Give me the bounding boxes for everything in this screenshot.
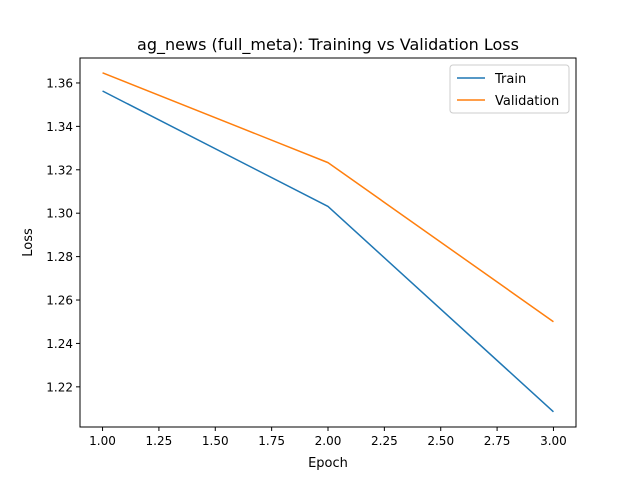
y-tick-label: 1.26 [46,294,73,308]
y-tick-label: 1.22 [46,380,73,394]
y-tick-label: 1.30 [46,207,73,221]
y-tick-label: 1.28 [46,250,73,264]
y-tick-label: 1.32 [46,163,73,177]
x-tick-label: 1.00 [89,434,116,448]
y-axis-label: Loss [21,228,36,257]
x-tick-label: 1.50 [202,434,229,448]
legend-label-validation: Validation [495,94,559,109]
x-tick-label: 2.25 [371,434,398,448]
x-tick-label: 1.25 [146,434,173,448]
y-axis: 1.22 1.24 1.26 1.28 1.30 1.32 1.34 1.36 [46,76,80,394]
x-tick-label: 1.75 [258,434,285,448]
x-tick-label: 2.50 [427,434,454,448]
x-axis-label: Epoch [308,456,348,471]
chart-title: ag_news (full_meta): Training vs Validat… [137,35,519,55]
y-tick-label: 1.36 [46,76,73,90]
series-line-validation [102,72,554,323]
x-tick-label: 2.00 [315,434,342,448]
legend-label-train: Train [494,72,526,87]
plot-area [102,72,554,413]
legend: Train Validation [449,64,570,114]
x-tick-label: 2.75 [484,434,511,448]
x-axis: 1.00 1.25 1.50 1.75 2.00 2.25 2.50 2.75 3.00 [89,427,567,448]
series-line-train [102,90,554,413]
x-tick-label: 3.00 [540,434,567,448]
legend-box [449,64,570,114]
y-tick-label: 1.34 [46,120,73,134]
y-tick-label: 1.24 [46,337,73,351]
